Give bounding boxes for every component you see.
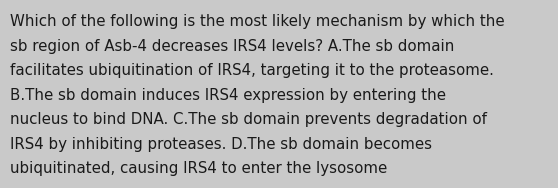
Text: facilitates ubiquitination of IRS4, targeting it to the proteasome.: facilitates ubiquitination of IRS4, targ… <box>10 63 494 78</box>
Text: nucleus to bind DNA. C.The sb domain prevents degradation of: nucleus to bind DNA. C.The sb domain pre… <box>10 112 487 127</box>
Text: IRS4 by inhibiting proteases. D.The sb domain becomes: IRS4 by inhibiting proteases. D.The sb d… <box>10 136 432 152</box>
Text: Which of the following is the most likely mechanism by which the: Which of the following is the most likel… <box>10 14 504 29</box>
Text: B.The sb domain induces IRS4 expression by entering the: B.The sb domain induces IRS4 expression … <box>10 87 446 102</box>
Text: ubiquitinated, causing IRS4 to enter the lysosome: ubiquitinated, causing IRS4 to enter the… <box>10 161 387 176</box>
Text: sb region of Asb-4 decreases IRS4 levels? A.The sb domain: sb region of Asb-4 decreases IRS4 levels… <box>10 39 454 54</box>
